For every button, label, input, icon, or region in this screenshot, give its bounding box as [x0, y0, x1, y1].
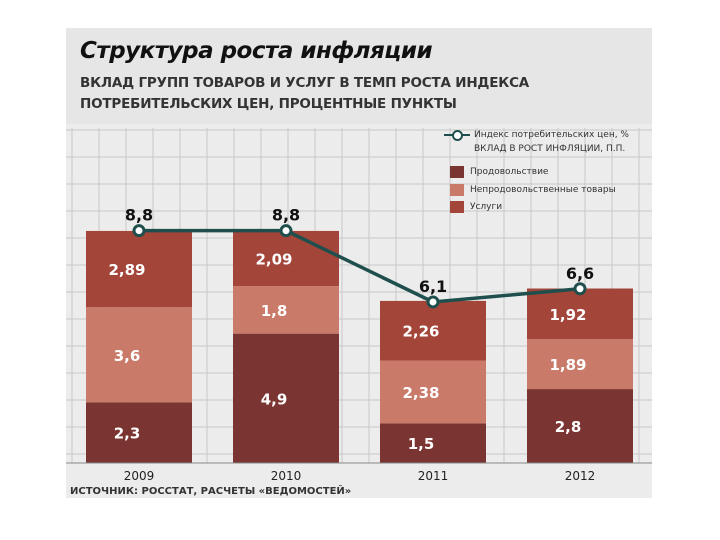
cpi-point-2011: [426, 295, 440, 309]
value-label-food-2009: 2,3: [114, 425, 141, 443]
legend-line-subentry: ВКЛАД В РОСТ ИНФЛЯЦИИ, П.П.: [474, 144, 625, 154]
bar-segment-food-2011: [380, 423, 486, 463]
cpi-point-2012: [573, 282, 587, 296]
value-label-nonfood-2011: 2,38: [402, 384, 439, 402]
cpi-point-2010: [279, 224, 293, 238]
legend-food-label: Продовольствие: [470, 167, 549, 177]
bar-segment-services-2011: [380, 300, 486, 361]
legend-nonfood-label: Непродовольственные товары: [470, 185, 616, 195]
bar-segment-services-2009: [86, 230, 192, 308]
bar-segment-food-2010: [233, 333, 339, 463]
bar-segment-nonfood-2009: [86, 307, 192, 403]
value-label-services-2009: 2,89: [108, 261, 145, 279]
legend-services-entry: Услуги: [450, 201, 502, 213]
cpi-label-2012: 6,6: [566, 264, 594, 283]
cpi-line: [139, 228, 581, 304]
value-label-nonfood-2012: 1,89: [549, 356, 586, 374]
legend-line-label-1: Индекс потребительских цен, %: [474, 130, 629, 140]
bars: 2,3 3,6 2,89 2009 4,9 1,8 2,09 2010 1,5 2,38 2,26 2…: [86, 230, 633, 483]
chart-title: Структура роста инфляции: [80, 38, 433, 64]
value-label-nonfood-2010: 1,8: [261, 302, 288, 320]
x-tick-label-2012: 2012: [565, 469, 596, 483]
value-label-food-2011: 1,5: [408, 435, 435, 453]
chart-header: Структура роста инфляции ВКЛАД ГРУПП ТОВ…: [66, 28, 652, 124]
legend-nonfood-entry: Непродовольственные товары: [450, 184, 616, 196]
value-label-services-2011: 2,26: [402, 323, 439, 341]
bar-segment-nonfood-2010: [233, 286, 339, 334]
chart-subtitle-line-1: ВКЛАД ГРУПП ТОВАРОВ И УСЛУГ В ТЕМП РОСТА…: [80, 75, 530, 91]
bar-segment-nonfood-2012: [527, 339, 633, 390]
value-label-food-2010: 4,9: [261, 390, 288, 408]
x-tick-label-2011: 2011: [418, 469, 449, 483]
legend-food-entry: Продовольствие: [450, 166, 548, 178]
x-tick-label-2009: 2009: [124, 469, 155, 483]
chart-subtitle-line-2: ПОТРЕБИТЕЛЬСКИХ ЦЕН, ПРОЦЕНТНЫЕ ПУНКТЫ: [80, 96, 457, 112]
legend-line-label-2: ВКЛАД В РОСТ ИНФЛЯЦИИ, П.П.: [474, 144, 626, 154]
legend-line-entry: Индекс потребительских цен, %: [444, 129, 629, 141]
value-label-services-2010: 2,09: [255, 251, 292, 269]
bar-segment-nonfood-2011: [380, 360, 486, 424]
legend-nonfood-swatch: [450, 184, 464, 196]
legend-services-label: Услуги: [470, 202, 503, 212]
stacked-bar-chart: 2,3 3,6 2,89 2009 4,9 1,8 2,09 2010 1,5 2,38 2,26 2…: [66, 128, 652, 483]
bar-segment-food-2012: [527, 389, 633, 463]
value-label-services-2012: 1,92: [549, 306, 586, 324]
x-tick-label-2010: 2010: [271, 469, 302, 483]
value-label-food-2012: 2,8: [555, 418, 582, 436]
bar-segment-services-2012: [527, 288, 633, 340]
legend-line-marker-icon: [444, 129, 470, 141]
value-label-nonfood-2009: 3,6: [114, 347, 141, 365]
cpi-label-2011: 6,1: [419, 277, 447, 296]
bar-segment-services-2010: [233, 230, 339, 287]
legend-food-swatch: [450, 166, 464, 178]
chart-panel: Структура роста инфляции ВКЛАД ГРУПП ТОВ…: [66, 28, 652, 498]
cpi-label-2009: 8,8: [125, 206, 153, 225]
cpi-label-2010: 8,8: [272, 206, 300, 225]
bar-segment-food-2009: [86, 402, 192, 463]
chart-source: ИСТОЧНИК: РОССТАТ, РАСЧЕТЫ «ВЕДОМОСТЕЙ»: [70, 486, 352, 497]
legend-services-swatch: [450, 201, 464, 213]
cpi-point-2009: [132, 224, 146, 238]
